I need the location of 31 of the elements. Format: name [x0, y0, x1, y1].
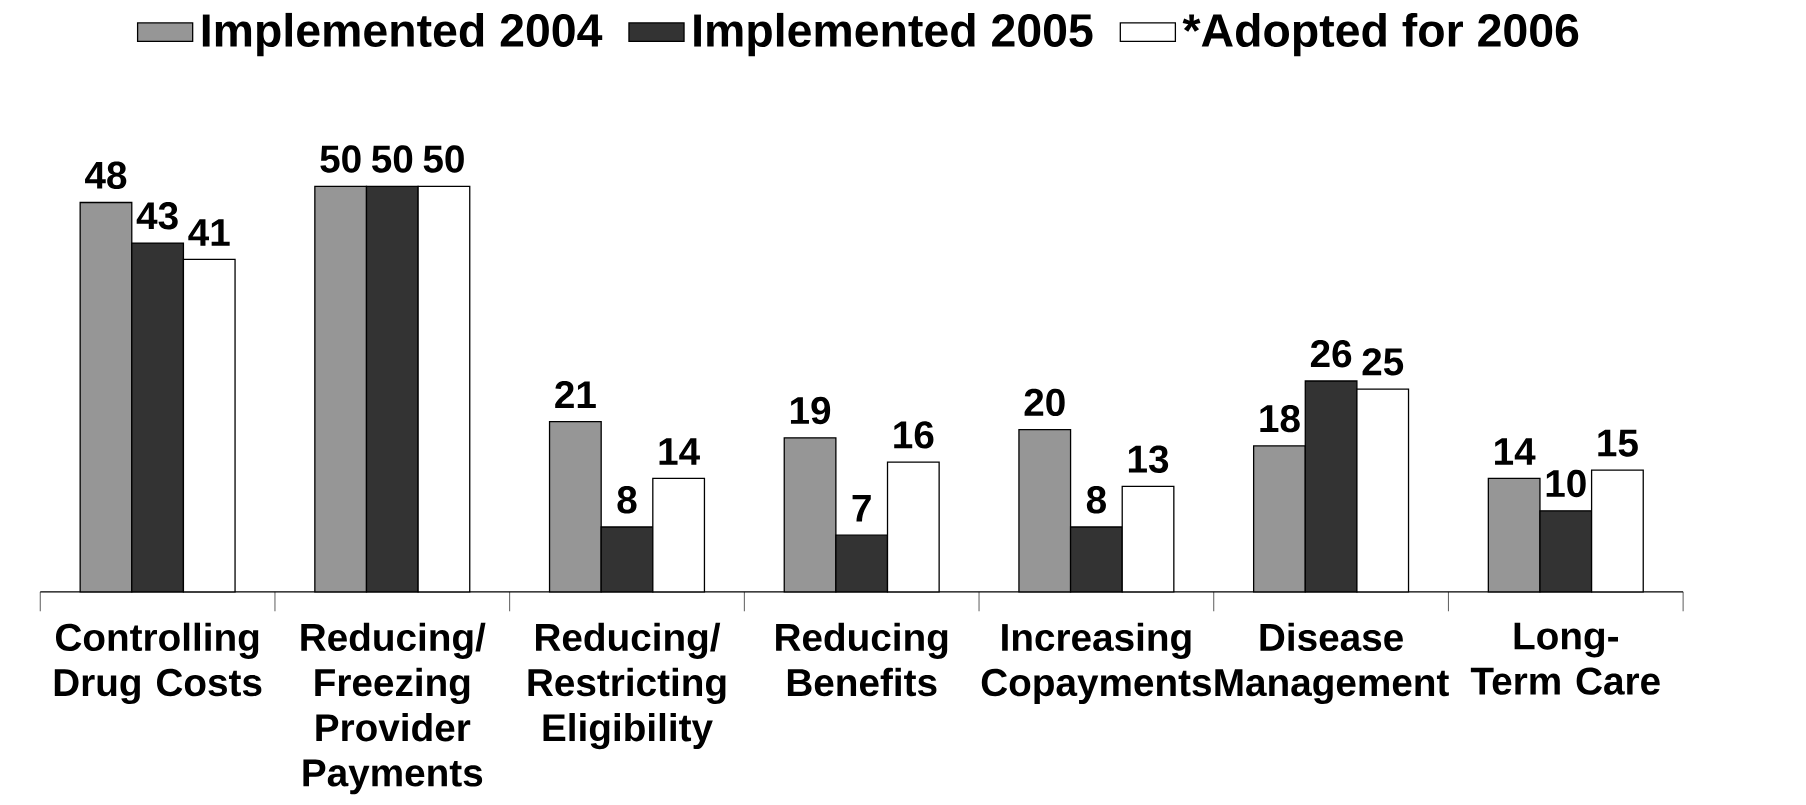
x-tick-label: Long-Term Care [1470, 622, 1660, 695]
data-label: 13 [1128, 445, 1169, 473]
data-label: 50 [320, 145, 361, 173]
data-label: 7 [852, 494, 871, 522]
data-label: 14 [1495, 438, 1536, 465]
data-label: 18 [1260, 404, 1300, 433]
data-label: 21 [555, 380, 596, 409]
data-label: 20 [1024, 388, 1065, 417]
data-label: 25 [1362, 348, 1404, 376]
x-tick-label: Controlling Drug Costs [54, 622, 262, 705]
data-label: 50 [371, 145, 413, 173]
x-tick-label: Increasing Copayments [981, 622, 1211, 704]
legend-label: Implemented 2004 [202, 12, 603, 57]
data-label: 15 [1598, 429, 1638, 457]
data-label: 50 [423, 145, 464, 173]
data-label: 41 [188, 219, 230, 246]
legend-label: *Adopted for 2006 [1182, 12, 1579, 57]
data-label: 14 [659, 438, 700, 465]
x-tick-label: Disease Management [1215, 622, 1449, 705]
x-tick-label: Reducing/ Restricting Eligibility [528, 622, 726, 750]
data-label: 26 [1310, 340, 1352, 368]
data-label: 19 [790, 396, 831, 425]
x-tick-label: Reducing Benefits [776, 622, 948, 697]
data-label: 10 [1546, 469, 1586, 498]
x-tick-label: Reducing/ Freezing Provider Payments [301, 622, 486, 795]
data-label: 16 [894, 421, 934, 449]
data-label: 48 [85, 161, 127, 189]
data-label: 8 [1086, 486, 1106, 514]
legend-label: Implemented 2005 [694, 12, 1093, 57]
data-label: 43 [136, 202, 178, 230]
data-label: 8 [617, 486, 637, 514]
